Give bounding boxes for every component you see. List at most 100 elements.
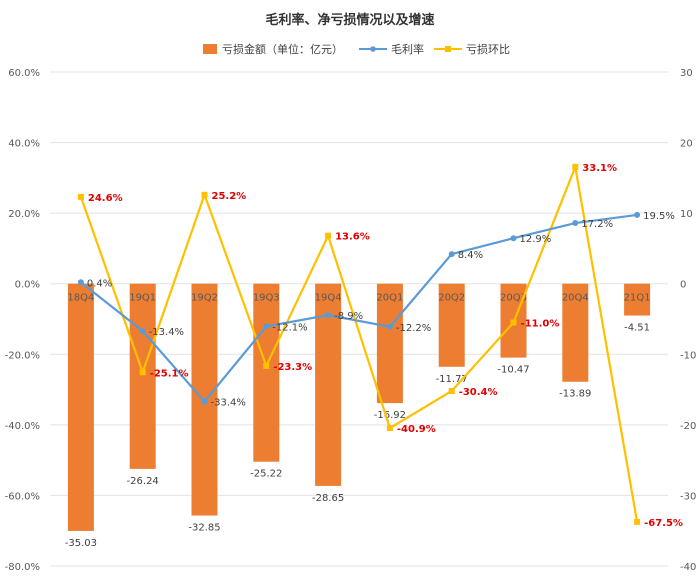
- right-tick-label: -40: [680, 562, 696, 573]
- right-tick-label: 0: [680, 280, 686, 291]
- qoq-data-label: 13.6%: [335, 232, 370, 243]
- qoq-data-label: -23.3%: [273, 362, 312, 373]
- loss-bar-label: -28.65: [312, 493, 344, 504]
- loss-bar-label: -32.85: [188, 523, 220, 534]
- category-label: 19Q1: [129, 293, 156, 304]
- qoq-data-label: -25.1%: [150, 368, 189, 379]
- qoq-marker: [572, 163, 579, 170]
- left-tick-label: -20.0%: [5, 350, 40, 361]
- right-tick-label: 30: [680, 68, 693, 79]
- loss-bar: [253, 283, 280, 462]
- loss-bar-label: -4.51: [624, 323, 650, 334]
- qoq-data-label: 25.2%: [212, 191, 247, 202]
- left-axis: 60.0% 40.0% 20.0% 0.0% -20.0% -40.0% -60.0% -80…: [5, 68, 40, 573]
- loss-bar-label: -26.24: [127, 476, 159, 487]
- loss-bar-label: -16.92: [374, 410, 406, 421]
- category-label: 21Q1: [624, 293, 651, 304]
- right-axis: 30 20 10 0 -10 -20 -30 -40: [680, 68, 696, 573]
- left-tick-label: -80.0%: [5, 562, 40, 573]
- qoq-line-series: [77, 162, 641, 525]
- legend-label-qoq: 亏损环比: [466, 42, 510, 56]
- margin-data-label: -12.1%: [272, 322, 307, 333]
- category-label: 20Q2: [438, 293, 465, 304]
- left-tick-label: -40.0%: [5, 421, 40, 432]
- category-label: 20Q4: [562, 293, 589, 304]
- qoq-data-label: 24.6%: [88, 193, 123, 204]
- margin-marker: [263, 323, 270, 330]
- qoq-data-label: -11.0%: [521, 319, 560, 330]
- qoq-marker: [634, 518, 641, 525]
- qoq-marker: [510, 319, 517, 326]
- loss-bar-label: -25.22: [250, 469, 282, 480]
- chart-title: 毛利率、净亏损情况以及增速: [265, 12, 434, 28]
- margin-data-label: 19.5%: [643, 211, 675, 222]
- category-label: 20Q1: [376, 293, 403, 304]
- margin-data-label: 12.9%: [520, 234, 552, 245]
- loss-bar: [376, 283, 403, 404]
- category-label: 19Q2: [191, 293, 218, 304]
- margin-marker: [572, 220, 579, 227]
- legend-marker-qoq: [445, 46, 451, 52]
- legend-label-loss: 亏损金额（单位：亿元）: [222, 42, 343, 56]
- legend-label-margin: 毛利率: [391, 42, 424, 56]
- legend-marker-margin: [370, 46, 376, 52]
- qoq-marker: [263, 362, 270, 369]
- margin-marker: [77, 279, 84, 286]
- loss-bar: [129, 283, 156, 469]
- category-labels: 18Q4 19Q1 19Q2 19Q3 19Q4 20Q1 20Q2 20Q3 20Q4 21Q1: [67, 293, 650, 304]
- left-tick-label: 40.0%: [8, 139, 40, 150]
- qoq-marker: [325, 232, 332, 239]
- left-tick-label: 0.0%: [15, 280, 40, 291]
- loss-bar: [562, 283, 589, 382]
- left-tick-label: -60.0%: [5, 491, 40, 502]
- qoq-marker: [201, 191, 208, 198]
- loss-bar: [67, 283, 94, 531]
- margin-data-labels: 0.4% -13.4% -33.4% -12.1% -8.9% -12.2% 8.4% 12.…: [87, 211, 675, 409]
- category-label: 20Q3: [500, 293, 527, 304]
- right-tick-label: 20: [680, 139, 693, 150]
- qoq-marker: [77, 193, 84, 200]
- margin-data-label: 8.4%: [458, 250, 483, 261]
- category-label: 18Q4: [67, 293, 94, 304]
- margin-data-label: 0.4%: [87, 278, 112, 289]
- margin-data-label: -13.4%: [149, 327, 184, 338]
- right-tick-label: 10: [680, 209, 693, 220]
- loss-bar-label: -35.03: [65, 538, 97, 549]
- left-tick-label: 60.0%: [8, 68, 40, 79]
- loss-bar: [438, 283, 465, 367]
- qoq-data-label: -67.5%: [644, 518, 683, 529]
- margin-marker: [201, 398, 208, 405]
- qoq-data-labels: 24.6% -25.1% 25.2% -23.3% 13.6% -40.9% -30.4% -…: [88, 163, 683, 529]
- margin-data-label: 17.2%: [581, 219, 613, 230]
- margin-marker: [139, 327, 146, 334]
- margin-marker: [634, 211, 641, 218]
- qoq-marker: [448, 387, 455, 394]
- right-tick-label: -10: [680, 350, 696, 361]
- margin-marker: [386, 323, 393, 330]
- right-tick-label: -20: [680, 421, 696, 432]
- right-tick-label: -30: [680, 491, 696, 502]
- margin-data-label: -8.9%: [334, 311, 363, 322]
- margin-marker: [448, 251, 455, 258]
- qoq-data-label: -30.4%: [459, 387, 498, 398]
- qoq-marker: [386, 425, 393, 432]
- margin-line-series: [77, 211, 641, 405]
- loss-bar-label: -11.77: [436, 374, 468, 385]
- loss-bar-labels: -35.03 -26.24 -32.85 -25.22 -28.65 -16.92 -11.…: [65, 323, 650, 549]
- qoq-data-label: 33.1%: [582, 163, 617, 174]
- qoq-line: [79, 162, 639, 523]
- loss-bar-label: -10.47: [497, 365, 529, 376]
- category-label: 19Q3: [253, 293, 280, 304]
- loss-bar: [624, 283, 651, 316]
- left-tick-label: 20.0%: [8, 209, 40, 220]
- loss-bar-label: -13.89: [559, 389, 591, 400]
- category-label: 19Q4: [315, 293, 342, 304]
- margin-data-label: -33.4%: [211, 398, 246, 409]
- margin-marker: [510, 235, 517, 242]
- qoq-marker: [139, 369, 146, 376]
- margin-data-label: -12.2%: [396, 323, 431, 334]
- margin-line: [80, 213, 638, 404]
- qoq-data-label: -40.9%: [397, 424, 436, 435]
- margin-marker: [325, 312, 332, 319]
